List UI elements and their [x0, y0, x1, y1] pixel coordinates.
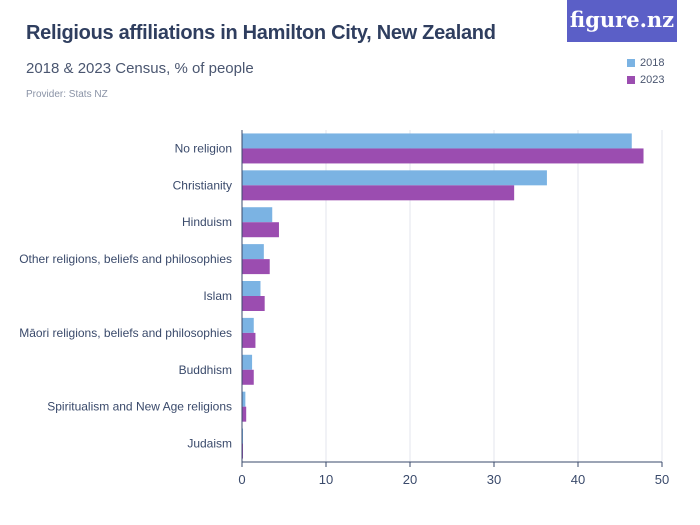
category-label: Christianity	[173, 178, 232, 192]
provider-text: Provider: Stats NZ	[26, 89, 108, 100]
figure-nz-logo[interactable]: figure.nz	[567, 0, 677, 42]
bar-2023-2	[242, 222, 279, 238]
category-label: Other religions, beliefs and philosophie…	[19, 252, 232, 266]
bar-2018-7	[242, 391, 246, 407]
category-label: Buddhism	[179, 363, 232, 377]
category-label: Islam	[203, 289, 232, 303]
bar-2023-5	[242, 332, 256, 348]
bar-2023-7	[242, 406, 247, 422]
x-tick-label: 30	[487, 472, 501, 487]
bar-2018-6	[242, 354, 253, 370]
legend-label-2023: 2023	[640, 73, 665, 86]
chart-title: Religious affiliations in Hamilton City,…	[26, 22, 496, 44]
category-label: Judaism	[187, 437, 232, 451]
bar-2023-1	[242, 185, 515, 201]
category-label: Spiritualism and New Age religions	[47, 400, 232, 414]
chart-subtitle: 2018 & 2023 Census, % of people	[26, 60, 254, 77]
legend-swatch-2023	[627, 75, 635, 84]
legend-item-2018: 2018	[627, 54, 664, 71]
bar-2018-4	[242, 281, 261, 296]
legend-item-2023: 2023	[627, 71, 664, 88]
bar-2023-0	[242, 148, 644, 164]
bar-2018-1	[242, 170, 547, 186]
bar-2018-3	[242, 244, 264, 260]
category-label: Māori religions, beliefs and philosophie…	[19, 326, 232, 340]
bar-2018-0	[242, 133, 632, 149]
x-tick-label: 40	[571, 472, 585, 487]
bar-2023-4	[242, 296, 265, 311]
bar-2018-5	[242, 317, 254, 333]
bar-2023-6	[242, 369, 254, 385]
bar-2023-3	[242, 259, 270, 275]
legend: 2018 2023	[627, 54, 664, 88]
legend-label-2018: 2018	[640, 56, 665, 69]
bar-2018-2	[242, 207, 273, 223]
x-tick-label: 20	[403, 472, 417, 487]
category-label: No religion	[175, 141, 232, 155]
x-tick-label: 0	[238, 472, 245, 487]
x-tick-label: 10	[319, 472, 333, 487]
x-tick-label: 50	[655, 472, 669, 487]
category-label: Hinduism	[182, 215, 232, 229]
legend-swatch-2018	[627, 58, 635, 67]
